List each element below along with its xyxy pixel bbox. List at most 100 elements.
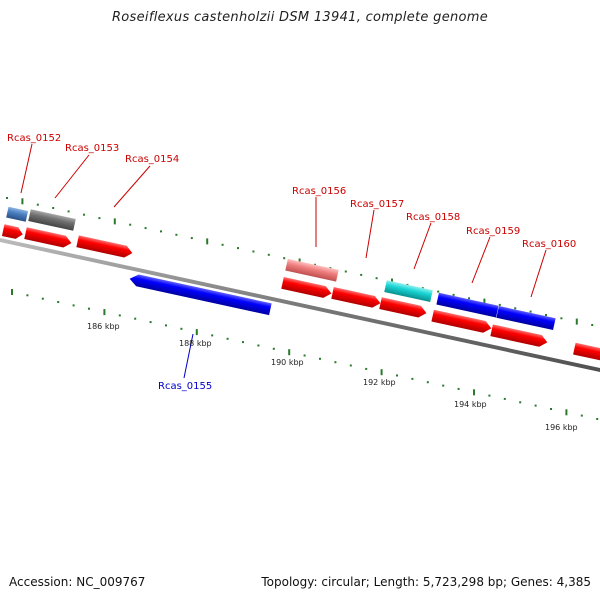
gene-red-arrow[interactable] bbox=[281, 277, 332, 299]
minor-tick bbox=[129, 223, 132, 226]
major-tick bbox=[195, 329, 198, 336]
minor-tick bbox=[190, 237, 193, 240]
minor-tick bbox=[221, 243, 224, 246]
minor-tick bbox=[498, 303, 501, 306]
minor-tick bbox=[134, 317, 137, 320]
major-tick bbox=[380, 369, 383, 376]
minor-tick bbox=[41, 297, 44, 300]
minor-tick bbox=[36, 203, 39, 206]
minor-tick bbox=[303, 354, 306, 357]
major-tick bbox=[103, 309, 106, 316]
minor-tick bbox=[26, 294, 29, 297]
minor-tick bbox=[365, 367, 368, 370]
gene-label[interactable]: Rcas_0154 bbox=[125, 154, 179, 165]
minor-tick bbox=[267, 253, 270, 256]
major-tick bbox=[11, 289, 13, 295]
gene-label[interactable]: Rcas_0156 bbox=[292, 186, 346, 197]
minor-tick bbox=[349, 364, 352, 367]
major-tick bbox=[483, 298, 486, 305]
major-tick bbox=[21, 198, 24, 205]
minor-tick bbox=[334, 361, 337, 364]
minor-tick bbox=[144, 227, 147, 230]
minor-tick bbox=[88, 307, 90, 310]
gene-labels: Rcas_0152 Rcas_0153 Rcas_0154 Rcas_0156 … bbox=[7, 133, 576, 392]
gene-label[interactable]: Rcas_0153 bbox=[65, 143, 119, 154]
minor-tick bbox=[457, 387, 460, 390]
minor-tick bbox=[437, 290, 440, 293]
scale-label: 196 kbp bbox=[545, 423, 578, 432]
gene-rcas-0159-arrow[interactable] bbox=[436, 292, 499, 318]
minor-tick bbox=[319, 357, 321, 360]
major-tick bbox=[565, 409, 568, 416]
minor-tick bbox=[411, 377, 414, 380]
minor-tick bbox=[519, 401, 522, 404]
major-tick bbox=[113, 218, 116, 225]
gene-red-arrow[interactable] bbox=[76, 235, 133, 259]
gene-label[interactable]: Rcas_0159 bbox=[466, 226, 520, 237]
gene-label[interactable]: Rcas_0157 bbox=[350, 199, 404, 210]
minor-tick bbox=[67, 210, 70, 213]
gene-rcas-0152-arrow[interactable] bbox=[6, 206, 29, 222]
scale-label: 190 kbp bbox=[271, 358, 304, 367]
scale-label: 188 kbp bbox=[179, 339, 212, 348]
gene-red-arrow[interactable] bbox=[573, 342, 600, 363]
minor-tick bbox=[160, 230, 162, 233]
minor-tick bbox=[180, 327, 183, 330]
minor-tick bbox=[591, 324, 594, 326]
major-tick bbox=[206, 238, 209, 245]
minor-tick bbox=[560, 317, 563, 320]
gene-label[interactable]: Rcas_0160 bbox=[522, 239, 576, 250]
gene-rcas-0156-arrow[interactable] bbox=[285, 258, 339, 282]
scale-label: 192 kbp bbox=[363, 378, 396, 387]
gene-red-arrow[interactable] bbox=[431, 309, 492, 334]
minor-tick bbox=[580, 414, 583, 417]
minor-tick bbox=[57, 301, 60, 303]
scale-labels: 186 kbp 188 kbp 190 kbp 192 kbp 194 kbp … bbox=[87, 322, 578, 432]
minor-tick bbox=[468, 297, 470, 300]
gene-label[interactable]: Rcas_0155 bbox=[158, 381, 212, 392]
minor-tick bbox=[211, 334, 214, 337]
gene-red-arrow[interactable] bbox=[331, 287, 381, 309]
minor-tick bbox=[396, 374, 398, 377]
minor-tick bbox=[118, 314, 121, 317]
minor-tick bbox=[344, 270, 347, 273]
gene-rcas-0155-arrow[interactable] bbox=[128, 273, 272, 316]
minor-tick bbox=[98, 217, 101, 220]
gene-red-arrow[interactable] bbox=[490, 324, 548, 348]
minor-tick bbox=[529, 310, 532, 313]
gene-label[interactable]: Rcas_0152 bbox=[7, 133, 61, 144]
minor-tick bbox=[283, 257, 286, 260]
gene-features bbox=[1, 206, 600, 363]
minor-tick bbox=[272, 347, 275, 350]
minor-tick bbox=[514, 307, 517, 310]
accession-text: Accession: NC_009767 bbox=[9, 575, 146, 589]
minor-tick bbox=[534, 404, 537, 407]
topology-text: Topology: circular; Length: 5,723,298 bp… bbox=[261, 575, 591, 589]
genome-backbone bbox=[0, 238, 600, 372]
minor-tick bbox=[442, 384, 445, 387]
minor-tick bbox=[375, 277, 378, 280]
minor-tick bbox=[72, 304, 75, 307]
gene-rcas-0160-arrow[interactable] bbox=[496, 305, 556, 331]
gene-rcas-0153-arrow[interactable] bbox=[28, 209, 76, 231]
scale-label: 194 kbp bbox=[454, 400, 487, 409]
minor-tick bbox=[452, 293, 455, 296]
minor-tick bbox=[226, 337, 229, 340]
minor-tick bbox=[237, 247, 239, 250]
minor-tick bbox=[83, 213, 85, 216]
minor-tick bbox=[545, 314, 547, 316]
gene-rcas-0158-arrow[interactable] bbox=[384, 280, 433, 302]
gene-callout-lines bbox=[20, 143, 547, 379]
minor-tick bbox=[52, 207, 55, 209]
gene-label[interactable]: Rcas_0158 bbox=[406, 212, 460, 223]
gene-red-arrow[interactable] bbox=[1, 224, 24, 240]
minor-tick bbox=[596, 418, 599, 420]
major-tick bbox=[473, 389, 475, 396]
major-tick bbox=[288, 349, 291, 356]
tick-row-lower bbox=[11, 289, 599, 420]
gene-red-arrow[interactable] bbox=[24, 227, 72, 249]
minor-tick bbox=[488, 394, 491, 397]
gene-red-arrow[interactable] bbox=[379, 297, 427, 319]
minor-tick bbox=[257, 344, 260, 347]
